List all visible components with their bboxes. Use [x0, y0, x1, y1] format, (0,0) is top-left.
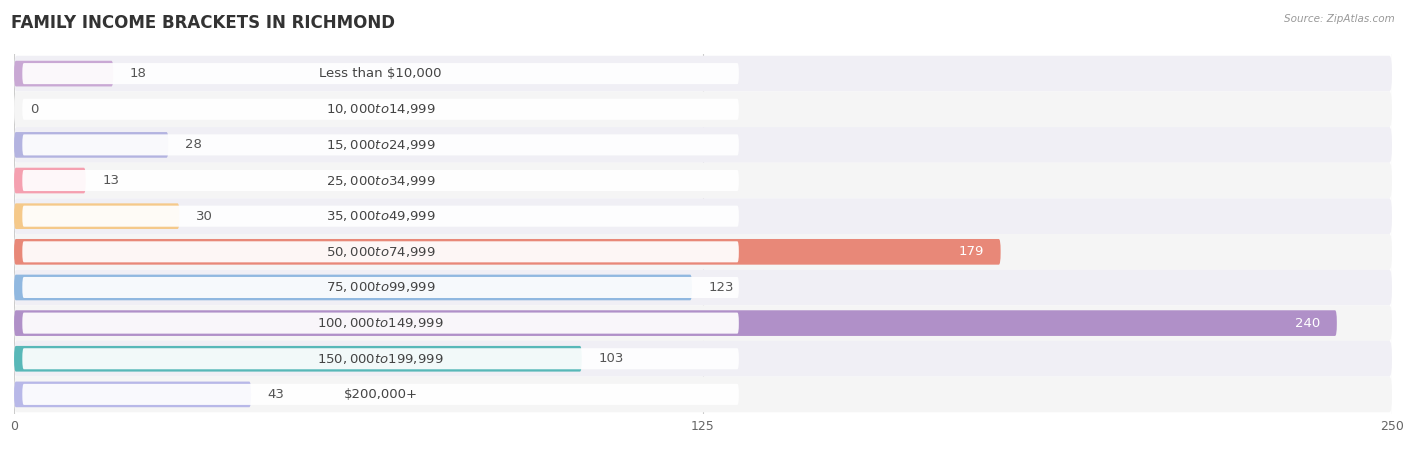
FancyBboxPatch shape	[14, 234, 1392, 270]
Text: $50,000 to $74,999: $50,000 to $74,999	[326, 245, 436, 259]
Text: 30: 30	[195, 210, 212, 223]
FancyBboxPatch shape	[14, 239, 1001, 265]
FancyBboxPatch shape	[14, 341, 1392, 377]
FancyBboxPatch shape	[14, 346, 582, 372]
Text: $10,000 to $14,999: $10,000 to $14,999	[326, 102, 436, 116]
Text: 43: 43	[267, 388, 284, 401]
FancyBboxPatch shape	[14, 132, 169, 158]
FancyBboxPatch shape	[22, 99, 738, 120]
FancyBboxPatch shape	[22, 241, 738, 262]
FancyBboxPatch shape	[14, 56, 1392, 91]
Text: 123: 123	[709, 281, 734, 294]
FancyBboxPatch shape	[14, 91, 1392, 127]
FancyBboxPatch shape	[14, 168, 86, 194]
FancyBboxPatch shape	[22, 63, 738, 84]
FancyBboxPatch shape	[14, 61, 114, 86]
Text: 240: 240	[1295, 317, 1320, 329]
Text: $200,000+: $200,000+	[343, 388, 418, 401]
FancyBboxPatch shape	[22, 384, 738, 405]
FancyBboxPatch shape	[14, 163, 1392, 198]
Text: $35,000 to $49,999: $35,000 to $49,999	[326, 209, 436, 223]
Text: 28: 28	[186, 139, 202, 151]
FancyBboxPatch shape	[14, 203, 180, 229]
FancyBboxPatch shape	[14, 382, 252, 407]
Text: Less than $10,000: Less than $10,000	[319, 67, 441, 80]
Text: $15,000 to $24,999: $15,000 to $24,999	[326, 138, 436, 152]
FancyBboxPatch shape	[14, 274, 692, 300]
Text: 0: 0	[31, 103, 39, 116]
Text: Source: ZipAtlas.com: Source: ZipAtlas.com	[1284, 14, 1395, 23]
Text: 103: 103	[599, 352, 624, 365]
FancyBboxPatch shape	[14, 310, 1337, 336]
FancyBboxPatch shape	[14, 127, 1392, 163]
Text: FAMILY INCOME BRACKETS IN RICHMOND: FAMILY INCOME BRACKETS IN RICHMOND	[11, 14, 395, 32]
FancyBboxPatch shape	[14, 377, 1392, 412]
Text: $75,000 to $99,999: $75,000 to $99,999	[326, 280, 436, 294]
Text: 13: 13	[103, 174, 120, 187]
Text: $150,000 to $199,999: $150,000 to $199,999	[318, 352, 444, 366]
FancyBboxPatch shape	[22, 313, 738, 333]
FancyBboxPatch shape	[14, 270, 1392, 305]
FancyBboxPatch shape	[14, 305, 1392, 341]
FancyBboxPatch shape	[14, 198, 1392, 234]
FancyBboxPatch shape	[22, 348, 738, 369]
Text: 18: 18	[129, 67, 146, 80]
FancyBboxPatch shape	[22, 277, 738, 298]
FancyBboxPatch shape	[22, 206, 738, 227]
Text: 179: 179	[959, 245, 984, 258]
Text: $100,000 to $149,999: $100,000 to $149,999	[318, 316, 444, 330]
Text: $25,000 to $34,999: $25,000 to $34,999	[326, 174, 436, 188]
FancyBboxPatch shape	[22, 170, 738, 191]
FancyBboxPatch shape	[22, 135, 738, 155]
